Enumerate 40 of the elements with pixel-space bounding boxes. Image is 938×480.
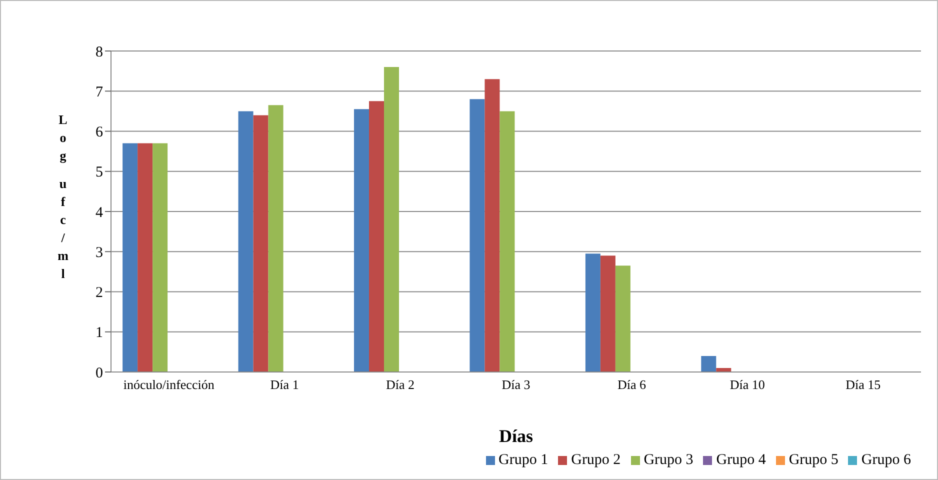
legend-label: Grupo 4 xyxy=(716,452,766,468)
legend-label: Grupo 2 xyxy=(571,452,621,468)
bar xyxy=(600,256,616,372)
legend-label: Grupo 5 xyxy=(788,452,838,468)
x-tick-label: Día 6 xyxy=(617,377,646,392)
y-tick-label: 5 xyxy=(96,164,103,181)
legend-label: Grupo 1 xyxy=(498,452,548,468)
y-tick-label: 3 xyxy=(96,244,103,261)
bar xyxy=(701,356,716,372)
bar xyxy=(500,111,515,372)
bar xyxy=(369,101,384,372)
bar xyxy=(484,79,500,372)
x-axis-title: Días xyxy=(498,426,534,446)
x-tick-label: Día 10 xyxy=(730,377,765,392)
bar xyxy=(152,143,168,372)
y-tick-label: 2 xyxy=(96,285,103,302)
x-tick-label: Día 2 xyxy=(386,377,415,392)
text: Log ufc/ml xyxy=(58,112,68,281)
bar xyxy=(384,67,399,372)
legend-label: Grupo 6 xyxy=(861,452,911,468)
y-tick-label: 4 xyxy=(96,204,104,221)
bar xyxy=(138,143,153,372)
x-tick-label: Día 3 xyxy=(502,377,530,392)
legend-label: Grupo 3 xyxy=(644,452,694,468)
bar xyxy=(615,266,630,372)
bar xyxy=(253,115,268,372)
x-tick-label: inóculo/infección xyxy=(123,377,215,392)
y-tick-label: 1 xyxy=(96,325,103,342)
y-tick-label: 6 xyxy=(96,124,104,141)
x-tick-label: Día 15 xyxy=(846,377,881,392)
y-tick-label: 7 xyxy=(96,84,104,100)
bar xyxy=(122,143,138,372)
y-tick-label: 8 xyxy=(96,44,103,60)
bar xyxy=(354,109,369,372)
bar xyxy=(238,111,254,372)
bar xyxy=(470,99,485,372)
x-tick-label: Día 1 xyxy=(270,377,299,392)
y-tick-label: 0 xyxy=(96,365,103,382)
bar xyxy=(585,254,600,372)
bar xyxy=(268,105,284,372)
